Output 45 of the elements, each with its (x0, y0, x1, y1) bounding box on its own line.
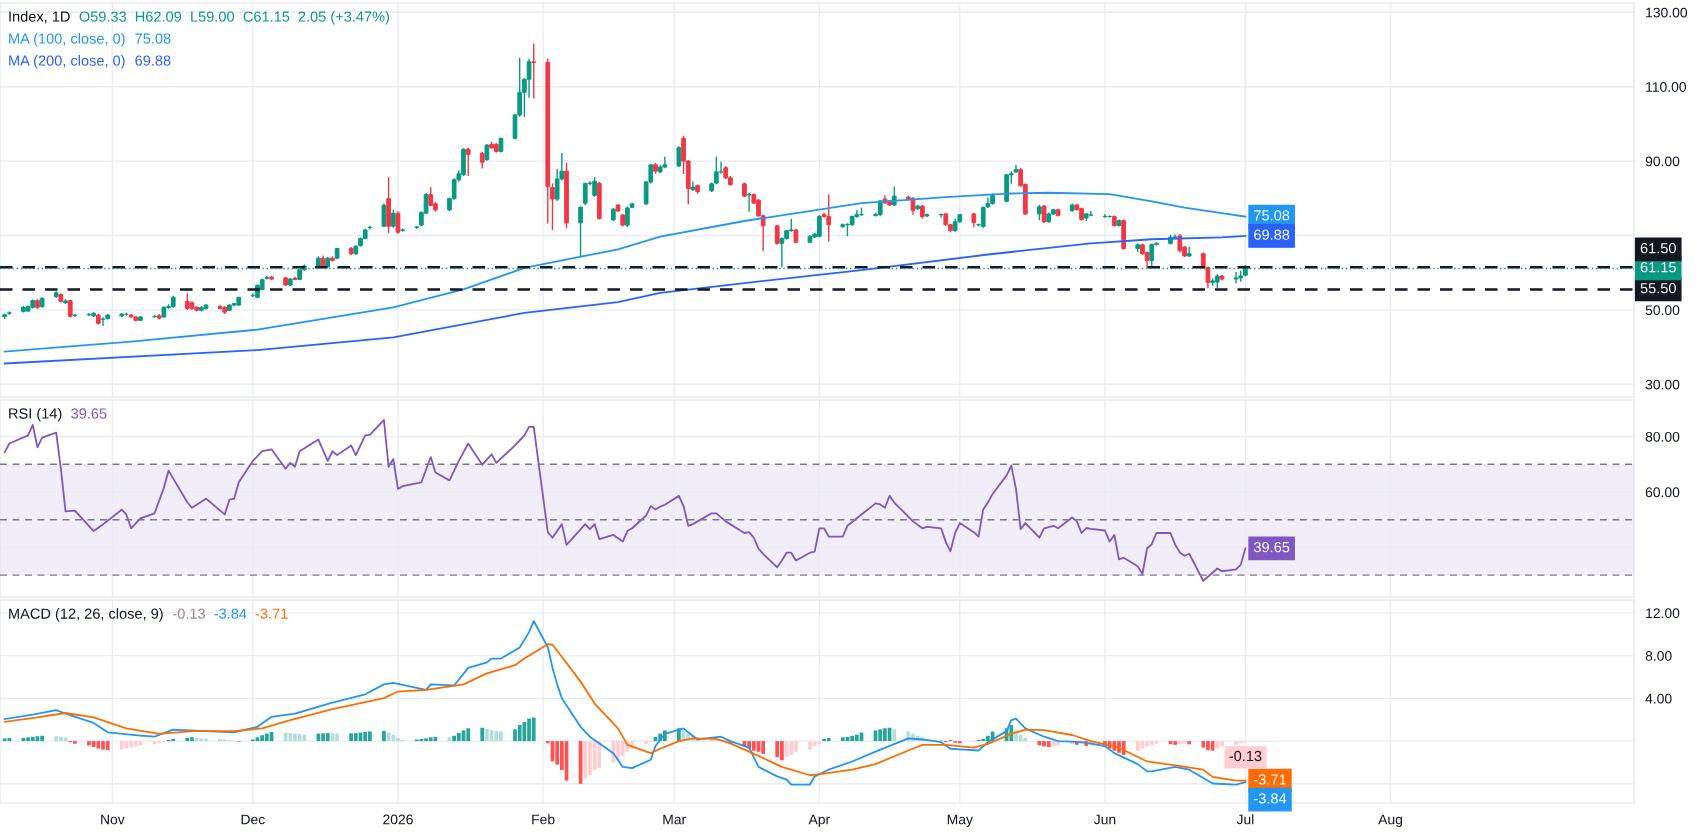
y-tick-label: 50.00 (1645, 305, 1680, 316)
annotation: H62.09 (135, 11, 182, 22)
text: 39.65 (71, 408, 107, 419)
x-tick-label: Apr (808, 814, 830, 828)
y-tick-label: 90.00 (1645, 156, 1680, 167)
x-tick-label: Dec (241, 814, 265, 825)
text: -0.13 (173, 608, 205, 619)
x-tick-label: Aug (1378, 814, 1402, 828)
y-tick-label: 80.00 (1645, 431, 1680, 442)
annotation: L59.00 (191, 11, 235, 22)
chart-title: Index, 1D (9, 11, 70, 24)
x-tick-label: Nov (101, 814, 125, 825)
text: MACD (12, 26, close, 9) (9, 608, 163, 622)
text: -3.71 (255, 608, 288, 619)
text: MA (100, close, 0) (9, 33, 125, 47)
data-label: -0.13 (1229, 750, 1262, 762)
y-tick-label: 8.00 (1645, 650, 1672, 661)
x-tick-label: Feb (532, 814, 555, 825)
data-label: -3.84 (1254, 793, 1287, 804)
y-tick-label: 130.00 (1646, 7, 1688, 18)
ref-line-label: 55.50 (1640, 283, 1676, 294)
y-tick-label: 12.00 (1646, 608, 1680, 619)
annotation: 2.05 (+3.47%) (298, 11, 389, 25)
y-tick-label: 110.00 (1646, 82, 1687, 92)
y-tick-label: 60.00 (1645, 487, 1680, 498)
text: -3.84 (214, 608, 247, 619)
text: 69.88 (135, 55, 171, 66)
x-tick-label: Mar (663, 814, 686, 825)
x-tick-label: 2026 (383, 814, 413, 825)
text: MA (200, close, 0) (9, 55, 125, 69)
ref-line-label: 61.15 (1640, 262, 1676, 273)
x-tick-label: May (947, 814, 973, 828)
x-tick-label: Jul (1236, 814, 1254, 825)
annotation: O59.33 (79, 11, 127, 22)
data-label: 75.08 (1254, 210, 1290, 221)
y-tick-label: 4.00 (1645, 693, 1672, 704)
ref-line-label: 61.50 (1640, 243, 1676, 254)
y-tick-label: 30.00 (1645, 379, 1680, 390)
annotation: C61.15 (243, 11, 290, 22)
data-label: -3.71 (1254, 774, 1286, 785)
data-label: 39.65 (1253, 541, 1290, 553)
text: RSI (14) (9, 407, 62, 422)
data-label: 69.88 (1254, 229, 1290, 240)
text: 75.08 (135, 33, 171, 44)
x-tick-label: Jun (1093, 814, 1116, 825)
